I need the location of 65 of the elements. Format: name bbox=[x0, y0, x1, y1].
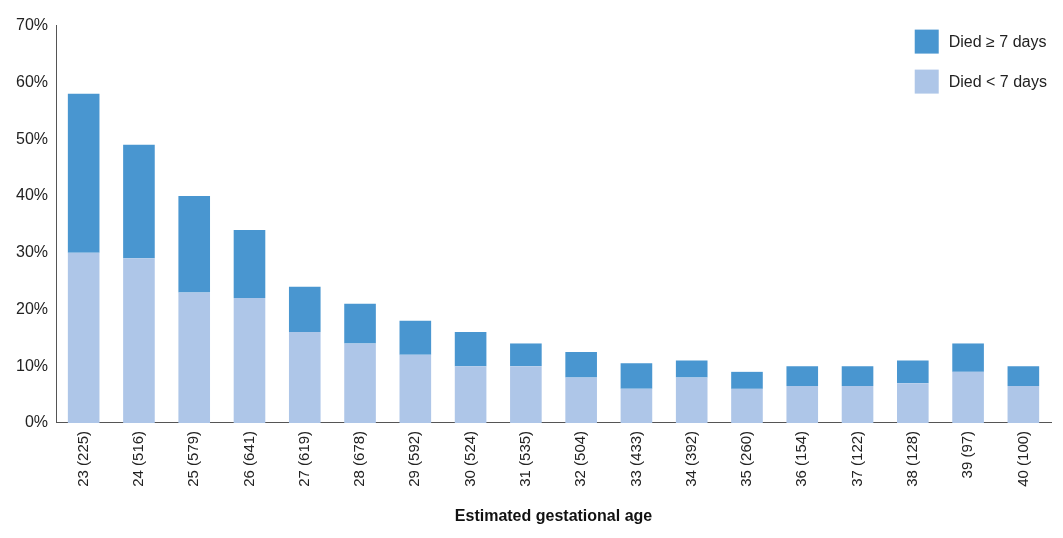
legend-label: Died < 7 days bbox=[948, 73, 1047, 91]
y-tick-label: 0% bbox=[24, 413, 49, 431]
x-tick-label: 29 (592) bbox=[405, 430, 423, 487]
x-tick-label: 33 (433) bbox=[626, 430, 644, 487]
x-tick-label: 24 (516) bbox=[129, 430, 147, 487]
bar bbox=[454, 332, 487, 367]
bar bbox=[123, 258, 155, 423]
bar bbox=[675, 360, 708, 378]
bar bbox=[178, 292, 211, 423]
bar bbox=[67, 93, 100, 253]
bar bbox=[675, 377, 708, 423]
bar bbox=[565, 377, 597, 423]
bar bbox=[565, 351, 597, 378]
bar bbox=[67, 252, 100, 423]
x-tick-label: 23 (225) bbox=[73, 430, 91, 487]
y-tick-label: 10% bbox=[15, 356, 49, 374]
bar bbox=[510, 343, 542, 367]
x-tick-label: 32 (504) bbox=[571, 430, 589, 487]
x-tick-label: 34 (392) bbox=[681, 430, 699, 487]
bar bbox=[620, 363, 653, 389]
y-tick-label: 50% bbox=[15, 129, 49, 147]
bar bbox=[288, 286, 321, 333]
y-tick-label: 60% bbox=[15, 72, 49, 90]
x-tick-label: 36 (154) bbox=[792, 430, 810, 487]
x-tick-label: 25 (579) bbox=[184, 430, 202, 487]
bar bbox=[897, 360, 929, 384]
x-tick-label: 30 (524) bbox=[460, 430, 478, 487]
bar bbox=[233, 298, 266, 423]
bar bbox=[399, 320, 432, 355]
x-tick-label: 31 (535) bbox=[516, 430, 534, 487]
y-tick-label: 70% bbox=[15, 16, 49, 34]
bar bbox=[786, 386, 819, 423]
bar bbox=[344, 343, 376, 423]
x-tick-label: 38 (128) bbox=[902, 430, 920, 487]
bar bbox=[952, 371, 984, 423]
x-tick-label: 26 (641) bbox=[239, 430, 257, 487]
x-tick-label: 40 (100) bbox=[1013, 430, 1031, 487]
bar bbox=[344, 303, 376, 344]
y-tick-label: 20% bbox=[15, 299, 49, 317]
bar bbox=[288, 332, 321, 423]
y-tick-label: 30% bbox=[15, 243, 49, 261]
bar bbox=[841, 386, 874, 423]
bar bbox=[786, 366, 819, 387]
x-axis-title: Estimated gestational age bbox=[454, 506, 653, 524]
bar bbox=[731, 371, 763, 389]
legend-label: Died ≥ 7 days bbox=[948, 33, 1047, 51]
y-tick-label: 40% bbox=[15, 186, 49, 204]
x-tick-label: 39 (97) bbox=[958, 430, 976, 479]
bar bbox=[897, 383, 929, 423]
bar bbox=[841, 366, 874, 387]
bar bbox=[454, 366, 487, 423]
bar bbox=[178, 195, 211, 293]
bar bbox=[620, 388, 653, 423]
bar bbox=[233, 229, 266, 299]
x-tick-label: 35 (260) bbox=[737, 430, 755, 487]
x-tick-label: 28 (678) bbox=[350, 430, 368, 487]
bar bbox=[1007, 386, 1040, 423]
bar bbox=[123, 144, 155, 259]
x-tick-label: 37 (122) bbox=[847, 430, 865, 487]
bar bbox=[952, 343, 984, 372]
bar bbox=[399, 354, 432, 423]
bar bbox=[510, 366, 542, 423]
bar bbox=[731, 388, 763, 423]
bar bbox=[1007, 366, 1040, 387]
x-tick-label: 27 (619) bbox=[294, 430, 312, 487]
